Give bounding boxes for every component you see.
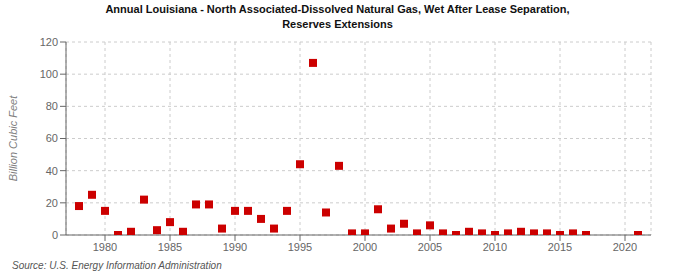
svg-text:120: 120 — [40, 36, 58, 48]
html-text:Reserves Extensions: Reserves Extensions — [282, 18, 393, 30]
svg-text:60: 60 — [46, 132, 58, 144]
svg-text:100: 100 — [40, 68, 58, 80]
svg-text:0: 0 — [52, 229, 58, 241]
html-text:Source: U.S. Energy Informatio: Source: U.S. Energy Information Administ… — [12, 260, 222, 271]
svg-text:2005: 2005 — [418, 241, 442, 253]
svg-text:2000: 2000 — [353, 241, 377, 253]
svg-text:1995: 1995 — [288, 241, 312, 253]
svg-text:2015: 2015 — [548, 241, 572, 253]
svg-text:20: 20 — [46, 197, 58, 209]
svg-text:2020: 2020 — [613, 241, 637, 253]
svg-text:1985: 1985 — [158, 241, 182, 253]
svg-text:1990: 1990 — [223, 241, 247, 253]
svg-text:80: 80 — [46, 100, 58, 112]
svg-text:2010: 2010 — [483, 241, 507, 253]
svg-text:Billion Cubic Feet: Billion Cubic Feet — [8, 95, 19, 182]
svg-text:1980: 1980 — [93, 241, 117, 253]
html-text:Annual Louisiana - North Assoc: Annual Louisiana - North Associated-Diss… — [105, 3, 570, 15]
svg-text:40: 40 — [46, 165, 58, 177]
